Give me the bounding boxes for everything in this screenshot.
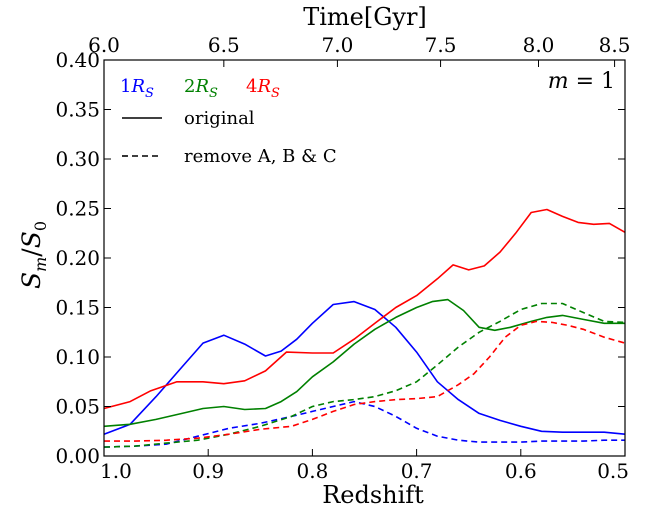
y-tick-label-6: 0.30 [55, 147, 100, 171]
top-tick-label-4: 8.0 [523, 33, 555, 57]
plot-area: 0.00 0.05 0.10 0.15 0.20 0.25 0.30 0.35 0.40 1.0 0… [55, 33, 630, 483]
x-tick-label-3: 0.7 [401, 459, 433, 483]
y-axis-label: Sm/S0 [17, 221, 50, 289]
legend-4rs: 4RS [246, 76, 280, 101]
y-tick-label-4: 0.20 [55, 246, 100, 270]
series-line-1 [103, 298, 625, 428]
x-tick-label-1: 0.9 [192, 459, 224, 483]
series-line-3 [103, 400, 625, 448]
legend-original: original [184, 108, 255, 129]
y-tick-label-1: 0.05 [55, 395, 100, 419]
legend-1rs: 1RS [120, 76, 154, 101]
style-legend: original remove A, B & C [122, 108, 337, 167]
y-tick-label-0: 0.00 [55, 444, 100, 468]
y-tick-label-2: 0.10 [55, 345, 100, 369]
series-line-0 [103, 300, 626, 435]
x-axis-label: Redshift [322, 481, 424, 509]
legend-2rs: 2RS [184, 76, 218, 101]
x-tick-label-2: 0.8 [296, 459, 328, 483]
top-tick-label-1: 6.5 [208, 33, 240, 57]
y-tick-label-7: 0.35 [55, 98, 100, 122]
series-line-4 [103, 302, 626, 448]
top-axis-label: Time[Gyr] [303, 3, 427, 31]
plot-frame [103, 59, 626, 457]
radius-legend: 1RS 2RS 4RS [120, 76, 280, 101]
y-tick-label-8: 0.40 [55, 48, 100, 72]
x-tick-label-0: 1.0 [100, 459, 132, 483]
x-tick-label-5: 0.5 [597, 459, 629, 483]
top-tick-label-0: 6.0 [88, 33, 120, 57]
top-tick-label-3: 7.5 [425, 33, 457, 57]
y-tick-label-3: 0.15 [55, 296, 100, 320]
y-tick-label-5: 0.25 [55, 197, 100, 221]
panel-label: m = 1 [548, 69, 615, 94]
series-line-2 [103, 208, 626, 410]
x-tick-label-4: 0.6 [505, 459, 537, 483]
top-tick-label-5: 8.5 [599, 33, 631, 57]
series-line-5 [104, 320, 626, 442]
top-tick-label-2: 7.0 [322, 33, 354, 57]
legend-remove: remove A, B & C [184, 146, 337, 167]
